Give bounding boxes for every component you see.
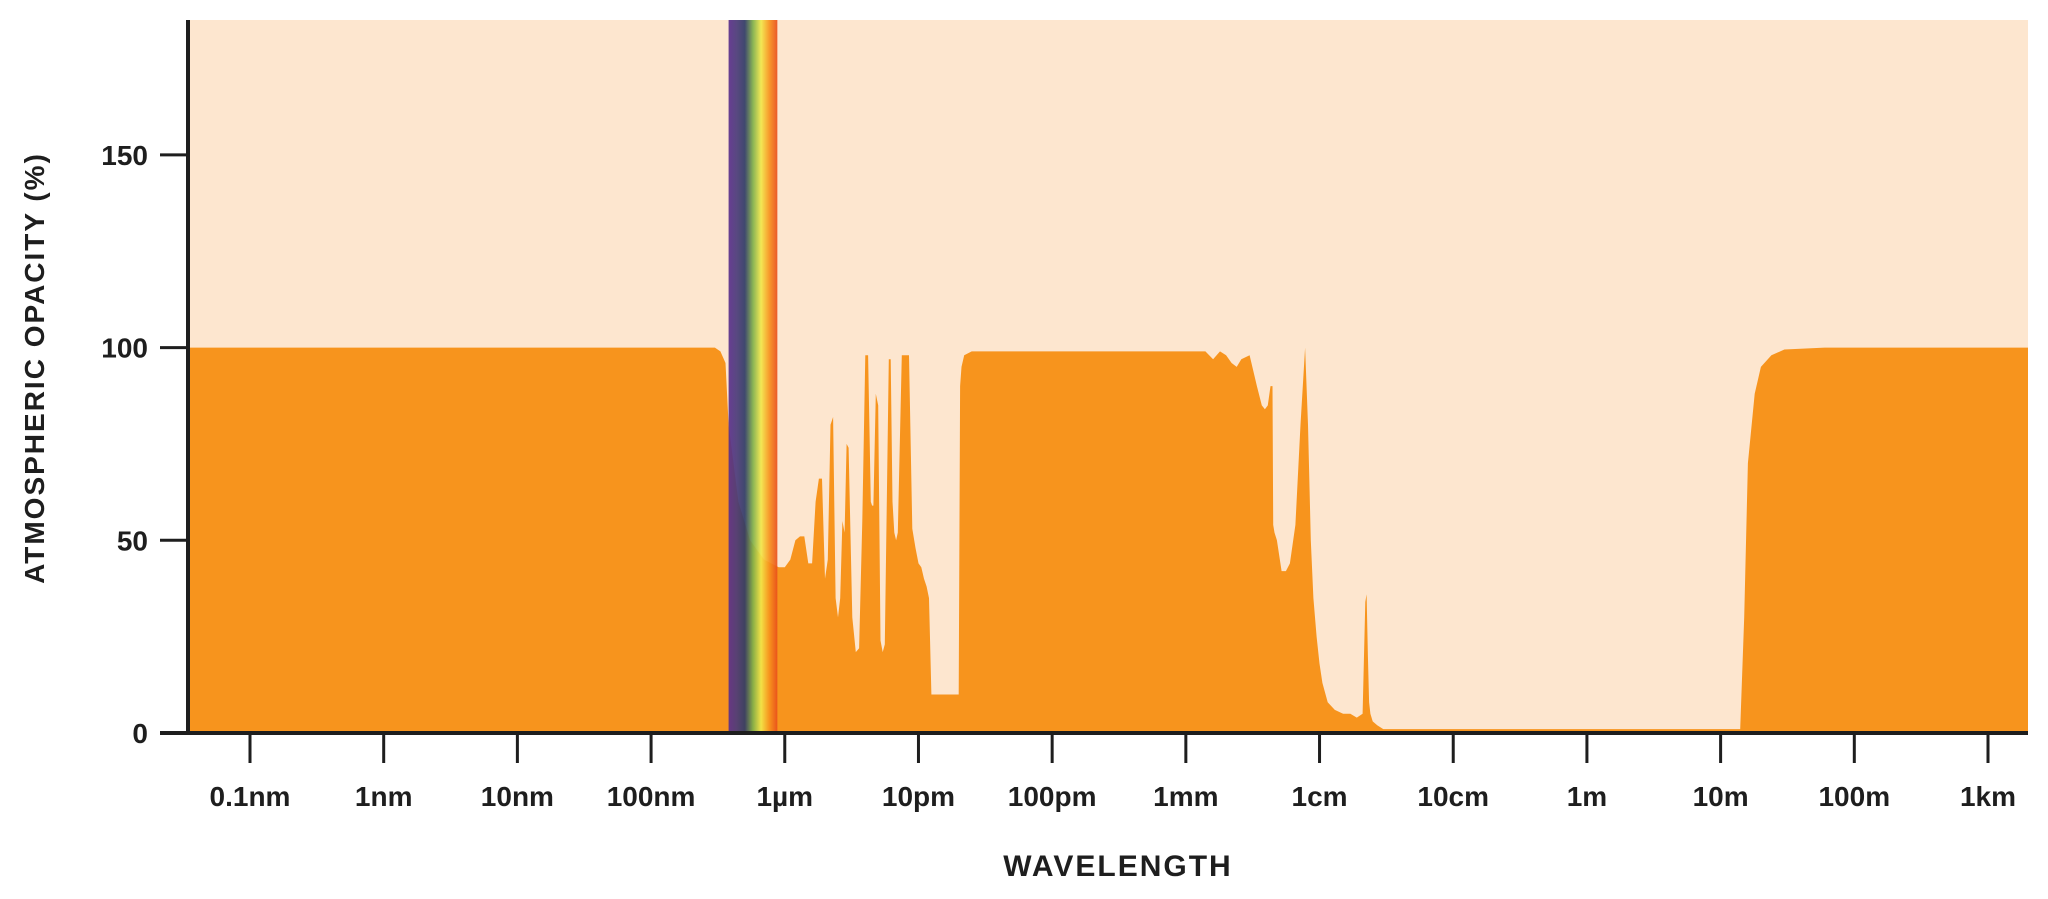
x-tick-label: 10pm bbox=[882, 781, 955, 812]
x-tick-label: 1km bbox=[1960, 781, 2016, 812]
x-tick-label: 1µm bbox=[756, 781, 813, 812]
x-axis-ticks: 0.1nm 1nm 10nm 100nm 1µm 10pm 100pm 1mm 1cm 10cm 1… bbox=[210, 733, 2016, 812]
y-axis-title: ATMOSPHERIC OPACITY (%) bbox=[19, 152, 50, 584]
y-tick-label: 100 bbox=[101, 333, 148, 364]
axes bbox=[160, 20, 2028, 735]
x-tick-label: 1m bbox=[1567, 781, 1607, 812]
x-tick-label: 100m bbox=[1818, 781, 1890, 812]
x-tick-label: 1cm bbox=[1292, 781, 1348, 812]
x-tick-label: 0.1nm bbox=[210, 781, 291, 812]
x-tick-label: 10cm bbox=[1417, 781, 1489, 812]
y-tick-label: 150 bbox=[101, 140, 148, 171]
x-tick-label: 10nm bbox=[481, 781, 554, 812]
y-tick-label: 0 bbox=[132, 718, 148, 749]
x-tick-label: 1mm bbox=[1153, 781, 1218, 812]
x-tick-label: 1nm bbox=[355, 781, 413, 812]
x-tick-label: 100nm bbox=[607, 781, 696, 812]
x-tick-label: 100pm bbox=[1008, 781, 1097, 812]
x-tick-label: 10m bbox=[1693, 781, 1749, 812]
y-tick-label: 50 bbox=[117, 525, 148, 556]
visible-spectrum-band bbox=[728, 20, 778, 733]
x-axis-title: WAVELENGTH bbox=[1003, 850, 1232, 883]
y-axis-ticks: 0 50 100 150 bbox=[101, 140, 188, 749]
opacity-area bbox=[188, 347, 2028, 733]
